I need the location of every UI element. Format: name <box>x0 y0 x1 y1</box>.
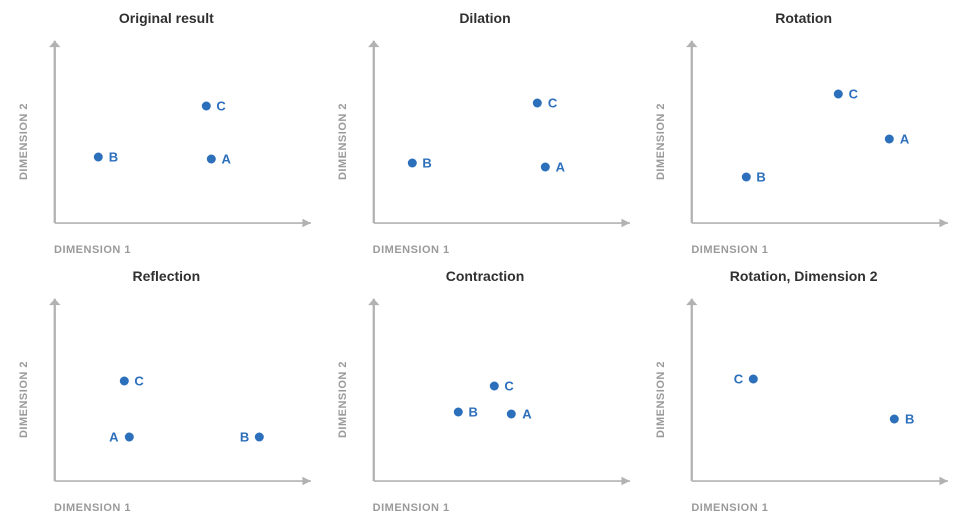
plot-area: A B C <box>669 28 954 240</box>
data-point: C <box>201 99 225 114</box>
plot-column: A B C DIMENSION 1 <box>32 28 317 256</box>
data-point: A <box>885 132 909 147</box>
data-point: B <box>453 404 477 419</box>
scatter-panel: Reflection DIMENSION 2 A B C DIMENSION 1 <box>16 266 317 514</box>
plot-wrap: DIMENSION 2 A B C DIMENSION 1 <box>16 28 317 256</box>
data-point: B <box>741 170 765 185</box>
point-label: B <box>109 150 118 165</box>
marker-icon <box>125 433 134 442</box>
point-label: C <box>849 86 858 101</box>
plot-area: A B C <box>32 286 317 498</box>
point-label: C <box>216 99 225 114</box>
y-axis-label: DIMENSION 2 <box>335 103 351 180</box>
point-label: B <box>756 170 765 185</box>
plot-area: A B C <box>351 28 636 240</box>
plot-wrap: DIMENSION 2 A B C DIMENSION 1 <box>335 286 636 514</box>
panel-title: Original result <box>119 10 214 26</box>
y-axis-label: DIMENSION 2 <box>653 361 669 438</box>
point-label: C <box>548 95 557 110</box>
scatter-grid: Original resultDIMENSION 2 ABCDIMENSION … <box>0 0 970 522</box>
marker-icon <box>207 155 216 164</box>
data-point: B <box>94 150 118 165</box>
scatter-panel: Original resultDIMENSION 2 ABCDIMENSION … <box>16 8 317 256</box>
data-point: C <box>533 95 557 110</box>
data-point: C <box>119 373 143 388</box>
plot-wrap: DIMENSION 2 A B C DIMENSION 1 <box>16 286 317 514</box>
data-point: A <box>541 159 565 174</box>
plot-wrap: DIMENSION 2 BCDIMENSION 1 <box>653 286 954 514</box>
data-point: B <box>890 412 914 427</box>
plot-column: A B C DIMENSION 1 <box>351 28 636 256</box>
scatter-panel: Dilation DIMENSION 2 A B C DIMENSION 1 <box>335 8 636 256</box>
x-axis-label: DIMENSION 1 <box>32 498 317 514</box>
marker-icon <box>885 135 894 144</box>
point-label: C <box>134 373 143 388</box>
plot-area: A B C <box>32 28 317 240</box>
y-axis-label: DIMENSION 2 <box>335 361 351 438</box>
marker-icon <box>890 415 899 424</box>
marker-icon <box>94 153 103 162</box>
marker-icon <box>507 409 516 418</box>
marker-icon <box>489 382 498 391</box>
point-label: C <box>504 379 513 394</box>
marker-icon <box>119 376 128 385</box>
data-point: B <box>407 155 431 170</box>
marker-icon <box>834 89 843 98</box>
point-label: A <box>900 132 909 147</box>
point-label: B <box>240 430 249 445</box>
data-point: C <box>734 371 758 386</box>
y-axis-label: DIMENSION 2 <box>16 103 32 180</box>
panel-title: Contraction <box>446 268 525 284</box>
marker-icon <box>533 98 542 107</box>
scatter-panel: Rotation DIMENSION 2 A B C DIMENSION 1 <box>653 8 954 256</box>
marker-icon <box>741 173 750 182</box>
panel-title: Reflection <box>132 268 200 284</box>
marker-icon <box>453 407 462 416</box>
point-label: B <box>468 404 477 419</box>
plot-area: A B C <box>351 286 636 498</box>
point-label: A <box>556 159 565 174</box>
data-point: A <box>109 430 133 445</box>
y-axis-label: DIMENSION 2 <box>653 103 669 180</box>
marker-icon <box>407 158 416 167</box>
panel-title: Dilation <box>459 10 510 26</box>
plot-column: A B C DIMENSION 1 <box>351 286 636 514</box>
panel-title: Rotation, Dimension 2 <box>730 268 878 284</box>
plot-column: A B C DIMENSION 1 <box>669 28 954 256</box>
data-point: A <box>507 406 531 421</box>
marker-icon <box>255 433 264 442</box>
x-axis-label: DIMENSION 1 <box>351 498 636 514</box>
marker-icon <box>201 102 210 111</box>
plot-wrap: DIMENSION 2 A B C DIMENSION 1 <box>335 28 636 256</box>
data-point: C <box>834 86 858 101</box>
plot-column: BCDIMENSION 1 <box>669 286 954 514</box>
marker-icon <box>749 374 758 383</box>
point-label: A <box>522 406 531 421</box>
x-axis-label: DIMENSION 1 <box>669 498 954 514</box>
point-label: B <box>905 412 914 427</box>
data-point: C <box>489 379 513 394</box>
plot-column: A B C DIMENSION 1 <box>32 286 317 514</box>
point-label: A <box>109 430 118 445</box>
scatter-panel: Contraction DIMENSION 2 A B C DIMENSION 1 <box>335 266 636 514</box>
point-label: A <box>222 152 231 167</box>
point-label: B <box>422 155 431 170</box>
scatter-panel: Rotation, Dimension 2DIMENSION 2 BCDIMEN… <box>653 266 954 514</box>
x-axis-label: DIMENSION 1 <box>669 240 954 256</box>
y-axis-label: DIMENSION 2 <box>16 361 32 438</box>
x-axis-label: DIMENSION 1 <box>351 240 636 256</box>
data-point: A <box>207 152 231 167</box>
marker-icon <box>541 162 550 171</box>
data-point: B <box>240 430 264 445</box>
plot-area: BC <box>669 286 954 498</box>
panel-title: Rotation <box>775 10 832 26</box>
x-axis-label: DIMENSION 1 <box>32 240 317 256</box>
point-label: C <box>734 371 743 386</box>
plot-wrap: DIMENSION 2 A B C DIMENSION 1 <box>653 28 954 256</box>
